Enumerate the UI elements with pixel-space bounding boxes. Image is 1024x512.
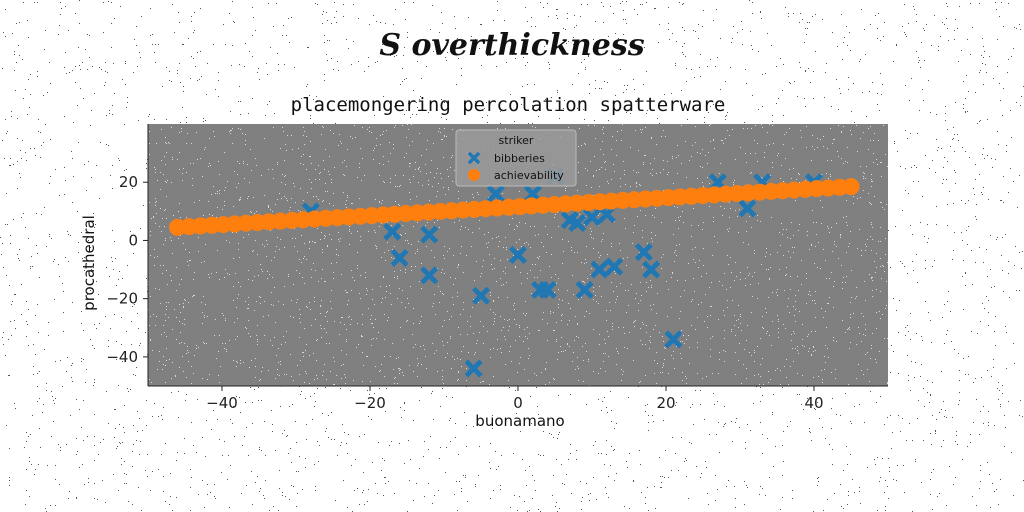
point-bibberies bbox=[420, 225, 439, 244]
point-bibberies bbox=[383, 222, 402, 241]
point-bibberies bbox=[642, 260, 661, 279]
x-tick-label: 0 bbox=[513, 394, 523, 412]
legend-label-bibberies: bibberies bbox=[494, 152, 545, 165]
legend-title: striker bbox=[499, 134, 534, 147]
y-tick-label: −40 bbox=[106, 348, 138, 366]
y-axis-label: procathedral bbox=[80, 215, 98, 311]
legend-marker-bibberies bbox=[467, 151, 481, 165]
point-bibberies bbox=[390, 248, 409, 267]
x-tick-label: −40 bbox=[206, 394, 238, 412]
point-bibberies bbox=[664, 330, 683, 349]
point-bibberies bbox=[738, 199, 757, 218]
y-tick-label: −20 bbox=[106, 290, 138, 308]
legend-box bbox=[455, 129, 577, 187]
x-axis-label: buonamano bbox=[475, 412, 564, 430]
point-bibberies bbox=[538, 280, 557, 299]
legend-label-achievability: achievability bbox=[494, 169, 564, 182]
y-tick-label: 0 bbox=[128, 231, 138, 249]
point-bibberies bbox=[472, 286, 490, 305]
y-tick-label: 20 bbox=[119, 173, 138, 191]
point-bibberies bbox=[583, 208, 601, 227]
point-bibberies bbox=[605, 257, 624, 276]
point-bibberies bbox=[568, 213, 587, 232]
x-tick-label: 20 bbox=[656, 394, 675, 412]
x-tick-label: 40 bbox=[804, 394, 823, 412]
point-bibberies bbox=[486, 184, 505, 203]
point-bibberies bbox=[575, 280, 594, 299]
point-bibberies bbox=[634, 243, 653, 262]
point-bibberies bbox=[420, 266, 439, 285]
point-bibberies bbox=[590, 260, 609, 279]
point-bibberies bbox=[464, 359, 483, 378]
legend-marker-achievability bbox=[468, 169, 480, 181]
x-tick-label: −20 bbox=[354, 394, 386, 412]
figure-suptitle: S overthickness bbox=[379, 28, 645, 63]
point-bibberies bbox=[509, 246, 527, 264]
point-achievability bbox=[842, 178, 860, 196]
chart-title: placemongering percolation spatterware bbox=[291, 94, 726, 116]
